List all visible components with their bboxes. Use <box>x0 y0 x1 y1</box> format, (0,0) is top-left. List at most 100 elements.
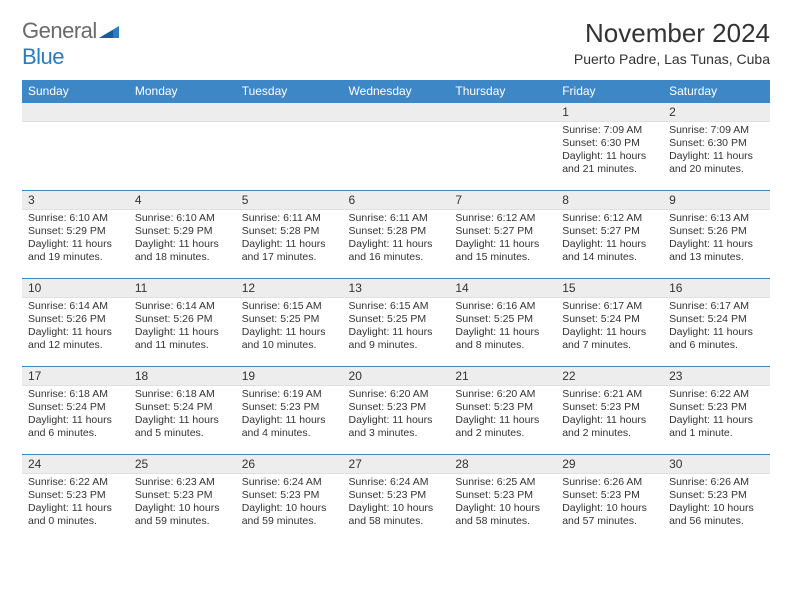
calendar-table: Sunday Monday Tuesday Wednesday Thursday… <box>22 80 770 543</box>
daylight-line: Daylight: 11 hours and 10 minutes. <box>242 326 337 352</box>
day-cell: 3Sunrise: 6:10 AMSunset: 5:29 PMDaylight… <box>22 191 129 279</box>
day-cell: 21Sunrise: 6:20 AMSunset: 5:23 PMDayligh… <box>449 367 556 455</box>
sunrise-line: Sunrise: 6:11 AM <box>349 212 444 225</box>
logo-mark-icon <box>99 18 119 44</box>
day-number: 12 <box>236 279 343 298</box>
daylight-line: Daylight: 11 hours and 3 minutes. <box>349 414 444 440</box>
sunset-line: Sunset: 5:25 PM <box>349 313 444 326</box>
logo-word-general: General <box>22 18 97 43</box>
day-number: 6 <box>343 191 450 210</box>
sunrise-line: Sunrise: 6:13 AM <box>669 212 764 225</box>
day-info: Sunrise: 6:26 AMSunset: 5:23 PMDaylight:… <box>663 474 770 533</box>
day-cell: 16Sunrise: 6:17 AMSunset: 5:24 PMDayligh… <box>663 279 770 367</box>
day-cell: 7Sunrise: 6:12 AMSunset: 5:27 PMDaylight… <box>449 191 556 279</box>
day-cell: 25Sunrise: 6:23 AMSunset: 5:23 PMDayligh… <box>129 455 236 543</box>
daylight-line: Daylight: 11 hours and 15 minutes. <box>455 238 550 264</box>
sunrise-line: Sunrise: 6:11 AM <box>242 212 337 225</box>
sunrise-line: Sunrise: 6:22 AM <box>669 388 764 401</box>
day-number: 10 <box>22 279 129 298</box>
day-number: 9 <box>663 191 770 210</box>
daylight-line: Daylight: 11 hours and 13 minutes. <box>669 238 764 264</box>
day-cell: 15Sunrise: 6:17 AMSunset: 5:24 PMDayligh… <box>556 279 663 367</box>
dow-wednesday: Wednesday <box>343 80 450 103</box>
sunset-line: Sunset: 5:23 PM <box>455 489 550 502</box>
day-info: Sunrise: 6:17 AMSunset: 5:24 PMDaylight:… <box>663 298 770 357</box>
day-info: Sunrise: 6:11 AMSunset: 5:28 PMDaylight:… <box>236 210 343 269</box>
sunset-line: Sunset: 5:23 PM <box>242 489 337 502</box>
sunset-line: Sunset: 5:25 PM <box>455 313 550 326</box>
day-info: Sunrise: 6:23 AMSunset: 5:23 PMDaylight:… <box>129 474 236 533</box>
day-number: 14 <box>449 279 556 298</box>
week-row: 24Sunrise: 6:22 AMSunset: 5:23 PMDayligh… <box>22 455 770 543</box>
day-cell: 11Sunrise: 6:14 AMSunset: 5:26 PMDayligh… <box>129 279 236 367</box>
day-number: 23 <box>663 367 770 386</box>
calendar-page: General Blue November 2024 Puerto Padre,… <box>0 0 792 553</box>
sunrise-line: Sunrise: 6:14 AM <box>28 300 123 313</box>
sunrise-line: Sunrise: 6:12 AM <box>562 212 657 225</box>
sunrise-line: Sunrise: 6:17 AM <box>669 300 764 313</box>
day-cell: 8Sunrise: 6:12 AMSunset: 5:27 PMDaylight… <box>556 191 663 279</box>
week-row: 3Sunrise: 6:10 AMSunset: 5:29 PMDaylight… <box>22 191 770 279</box>
day-cell <box>22 103 129 191</box>
day-info: Sunrise: 6:22 AMSunset: 5:23 PMDaylight:… <box>22 474 129 533</box>
day-number: 4 <box>129 191 236 210</box>
day-info: Sunrise: 6:25 AMSunset: 5:23 PMDaylight:… <box>449 474 556 533</box>
daylight-line: Daylight: 11 hours and 5 minutes. <box>135 414 230 440</box>
day-number: 13 <box>343 279 450 298</box>
day-cell <box>449 103 556 191</box>
sunset-line: Sunset: 5:24 PM <box>28 401 123 414</box>
day-cell: 19Sunrise: 6:19 AMSunset: 5:23 PMDayligh… <box>236 367 343 455</box>
sunset-line: Sunset: 5:23 PM <box>562 489 657 502</box>
daylight-line: Daylight: 11 hours and 2 minutes. <box>562 414 657 440</box>
sunset-line: Sunset: 5:23 PM <box>562 401 657 414</box>
dow-sunday: Sunday <box>22 80 129 103</box>
daylight-line: Daylight: 11 hours and 19 minutes. <box>28 238 123 264</box>
day-cell: 5Sunrise: 6:11 AMSunset: 5:28 PMDaylight… <box>236 191 343 279</box>
sunrise-line: Sunrise: 6:15 AM <box>242 300 337 313</box>
day-info: Sunrise: 6:24 AMSunset: 5:23 PMDaylight:… <box>236 474 343 533</box>
day-cell: 12Sunrise: 6:15 AMSunset: 5:25 PMDayligh… <box>236 279 343 367</box>
day-cell: 4Sunrise: 6:10 AMSunset: 5:29 PMDaylight… <box>129 191 236 279</box>
day-cell: 1Sunrise: 7:09 AMSunset: 6:30 PMDaylight… <box>556 103 663 191</box>
day-info: Sunrise: 6:14 AMSunset: 5:26 PMDaylight:… <box>22 298 129 357</box>
sunset-line: Sunset: 5:27 PM <box>562 225 657 238</box>
daylight-line: Daylight: 11 hours and 17 minutes. <box>242 238 337 264</box>
day-number: 2 <box>663 103 770 122</box>
daylight-line: Daylight: 11 hours and 11 minutes. <box>135 326 230 352</box>
sunset-line: Sunset: 5:23 PM <box>455 401 550 414</box>
sunset-line: Sunset: 5:23 PM <box>669 489 764 502</box>
day-cell: 30Sunrise: 6:26 AMSunset: 5:23 PMDayligh… <box>663 455 770 543</box>
day-cell: 18Sunrise: 6:18 AMSunset: 5:24 PMDayligh… <box>129 367 236 455</box>
daylight-line: Daylight: 10 hours and 58 minutes. <box>455 502 550 528</box>
day-cell <box>236 103 343 191</box>
sunset-line: Sunset: 5:26 PM <box>669 225 764 238</box>
day-info: Sunrise: 6:19 AMSunset: 5:23 PMDaylight:… <box>236 386 343 445</box>
dow-monday: Monday <box>129 80 236 103</box>
empty-day-number <box>343 103 450 122</box>
daylight-line: Daylight: 11 hours and 0 minutes. <box>28 502 123 528</box>
day-info: Sunrise: 6:15 AMSunset: 5:25 PMDaylight:… <box>343 298 450 357</box>
logo: General Blue <box>22 18 119 70</box>
day-number: 15 <box>556 279 663 298</box>
day-cell: 10Sunrise: 6:14 AMSunset: 5:26 PMDayligh… <box>22 279 129 367</box>
day-info: Sunrise: 6:17 AMSunset: 5:24 PMDaylight:… <box>556 298 663 357</box>
month-title: November 2024 <box>574 18 770 49</box>
sunset-line: Sunset: 5:23 PM <box>349 489 444 502</box>
sunset-line: Sunset: 5:29 PM <box>28 225 123 238</box>
daylight-line: Daylight: 11 hours and 1 minute. <box>669 414 764 440</box>
sunset-line: Sunset: 5:26 PM <box>135 313 230 326</box>
day-number: 5 <box>236 191 343 210</box>
day-of-week-row: Sunday Monday Tuesday Wednesday Thursday… <box>22 80 770 103</box>
sunrise-line: Sunrise: 6:17 AM <box>562 300 657 313</box>
calendar-body: 1Sunrise: 7:09 AMSunset: 6:30 PMDaylight… <box>22 103 770 543</box>
title-block: November 2024 Puerto Padre, Las Tunas, C… <box>574 18 770 67</box>
day-info: Sunrise: 6:15 AMSunset: 5:25 PMDaylight:… <box>236 298 343 357</box>
daylight-line: Daylight: 11 hours and 9 minutes. <box>349 326 444 352</box>
day-number: 17 <box>22 367 129 386</box>
day-info: Sunrise: 6:18 AMSunset: 5:24 PMDaylight:… <box>129 386 236 445</box>
empty-day-number <box>129 103 236 122</box>
daylight-line: Daylight: 11 hours and 12 minutes. <box>28 326 123 352</box>
sunset-line: Sunset: 5:24 PM <box>135 401 230 414</box>
sunrise-line: Sunrise: 7:09 AM <box>562 124 657 137</box>
sunrise-line: Sunrise: 6:10 AM <box>28 212 123 225</box>
